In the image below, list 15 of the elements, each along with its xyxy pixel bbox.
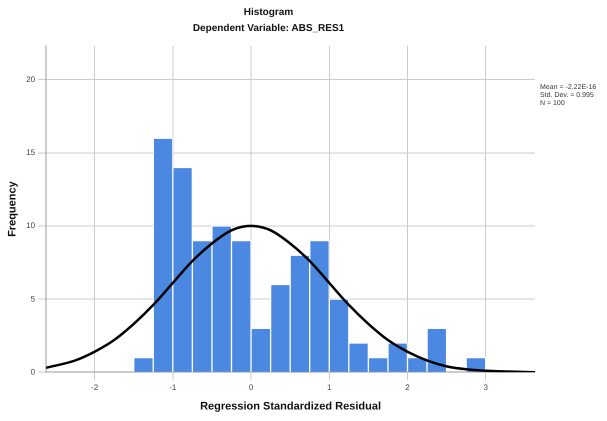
chart-subtitle: Dependent Variable: ABS_RES1 [192,22,345,34]
x-tick-label: 3 [483,383,488,392]
y-tick-label: 15 [26,148,36,157]
y-tick-label: 5 [30,294,36,304]
y-tick-label: 0 [30,367,36,376]
x-tick-label: 1 [327,383,332,392]
chart-title: Histogram [244,6,294,18]
y-axis-title: Frequency [6,180,19,237]
x-tick-label: 2 [405,383,410,392]
x-tick-label: 0 [248,383,254,392]
x-tick-label: -1 [169,383,177,392]
y-tick-label: 20 [26,74,36,84]
y-tick-label: 10 [26,221,36,230]
x-tick-label: -2 [91,383,99,392]
x-axis-title: Regression Standardized Residual [200,400,382,412]
